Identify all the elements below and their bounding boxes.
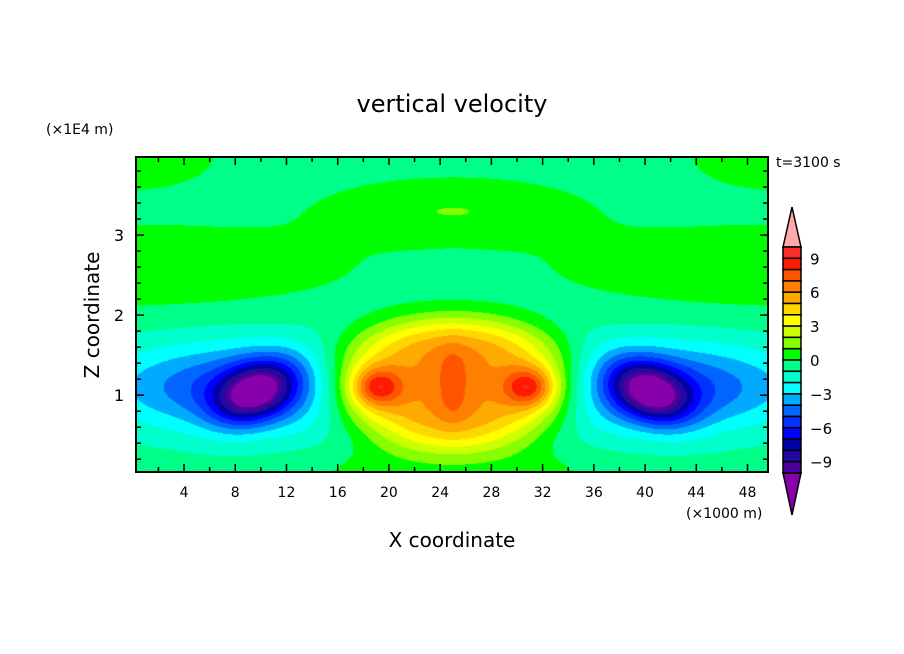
time-annotation: t=3100 s bbox=[776, 155, 841, 171]
colorbar-box bbox=[782, 393, 802, 406]
colorbar-box bbox=[782, 404, 802, 418]
colorbar-box bbox=[782, 460, 802, 474]
x-tick-label: 20 bbox=[380, 485, 398, 501]
x-tick-label: 44 bbox=[687, 485, 705, 501]
colorbar-box bbox=[782, 427, 802, 440]
axis-ticks bbox=[136, 157, 768, 472]
x-tick-label: 28 bbox=[482, 485, 500, 501]
colorbar-box bbox=[782, 325, 802, 339]
x-tick-label: 36 bbox=[585, 485, 603, 501]
contour-field bbox=[136, 157, 768, 472]
colorbar-label: −9 bbox=[810, 454, 832, 472]
colorbar-box bbox=[782, 370, 802, 384]
x-tick-label: 40 bbox=[636, 485, 654, 501]
y-tick-labels: 1 2 3 bbox=[114, 226, 124, 405]
y-tick-label: 2 bbox=[114, 306, 124, 325]
colorbar-label: 9 bbox=[810, 250, 820, 268]
colorbar-box bbox=[782, 336, 802, 350]
x-tick-label: 32 bbox=[534, 485, 552, 501]
colorbar-box bbox=[782, 246, 802, 260]
x-axis-label: X coordinate bbox=[389, 528, 516, 552]
colorbar-box bbox=[782, 302, 802, 316]
colorbar-extend-min bbox=[782, 472, 802, 516]
x-unit-label: (×1000 m) bbox=[686, 506, 762, 522]
y-axis-label: Z coordinate bbox=[80, 252, 104, 379]
colorbar-extend-max bbox=[782, 206, 802, 248]
colorbar-box bbox=[782, 359, 802, 373]
colorbar-box bbox=[782, 415, 802, 429]
colorbar-label: −3 bbox=[810, 386, 832, 404]
y-unit-label: (×1E4 m) bbox=[46, 122, 113, 138]
chart-title: vertical velocity bbox=[357, 90, 548, 118]
colorbar-box bbox=[782, 381, 802, 395]
colorbar-box bbox=[782, 449, 802, 463]
colorbar-label: 6 bbox=[810, 284, 820, 302]
colorbar-box bbox=[782, 314, 802, 327]
x-tick-label: 8 bbox=[231, 485, 240, 501]
colorbar-box bbox=[782, 438, 802, 452]
colorbar-box bbox=[782, 347, 802, 361]
colorbar-box bbox=[782, 257, 802, 271]
x-tick-label: 16 bbox=[329, 485, 347, 501]
colorbar: 9 6 3 0 −3 −6 −9 bbox=[782, 206, 832, 516]
x-tick-label: 12 bbox=[278, 485, 296, 501]
plot-frame bbox=[135, 156, 769, 473]
x-tick-labels: 4 8 12 16 20 24 28 32 36 40 44 48 bbox=[180, 485, 757, 501]
colorbar-box bbox=[782, 268, 802, 282]
x-tick-label: 4 bbox=[180, 485, 189, 501]
colorbar-box bbox=[782, 291, 802, 305]
colorbar-label: 3 bbox=[810, 318, 820, 336]
y-tick-label: 1 bbox=[114, 386, 124, 405]
x-tick-label: 48 bbox=[739, 485, 757, 501]
colorbar-box bbox=[782, 280, 802, 293]
colorbar-label: 0 bbox=[810, 352, 820, 370]
colorbar-label: −6 bbox=[810, 420, 832, 438]
x-tick-label: 24 bbox=[431, 485, 449, 501]
y-tick-label: 3 bbox=[114, 226, 124, 245]
